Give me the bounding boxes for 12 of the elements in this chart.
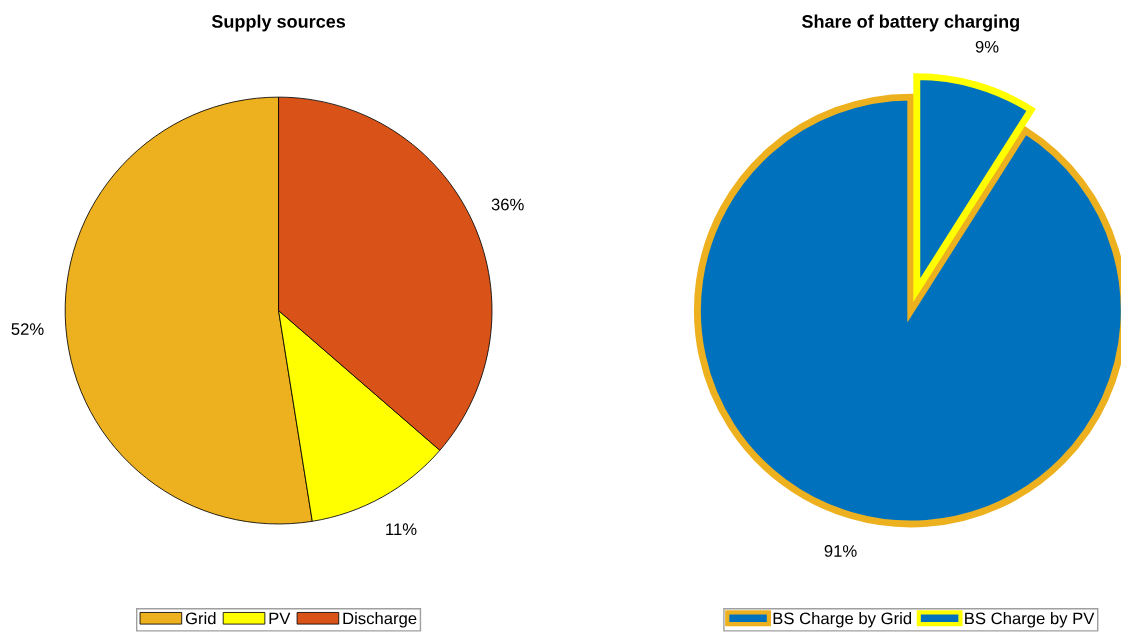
data-label: 9%: [975, 40, 999, 53]
data-label: 91%: [824, 545, 857, 557]
data-label: 11%: [386, 523, 417, 536]
legend-label: Discharge: [343, 612, 417, 628]
legend-label: PV: [269, 612, 291, 625]
legend-label: BS Charge by Grid: [773, 612, 912, 628]
data-label: 52%: [11, 323, 44, 335]
data-label: 36%: [491, 198, 524, 211]
chart-title: Supply sources: [211, 14, 346, 32]
legend-label: Grid: [185, 612, 216, 625]
legend-label: BS Charge by PV: [965, 612, 1095, 628]
chart-title: Share of battery charging: [801, 14, 1019, 32]
